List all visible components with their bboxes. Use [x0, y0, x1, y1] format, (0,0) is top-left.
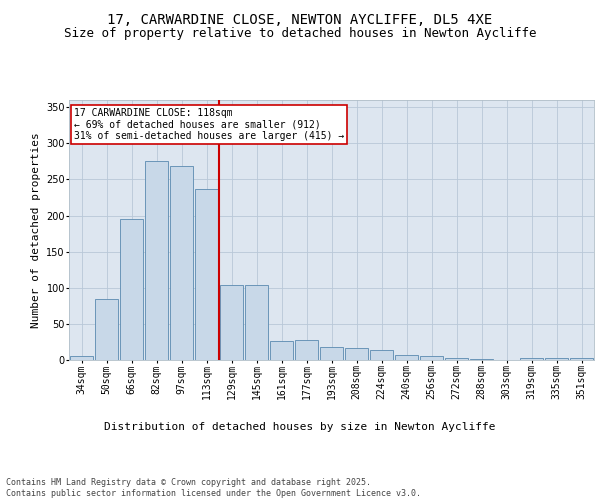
Bar [569, 358, 593, 360]
Bar [145, 160, 169, 360]
Bar [344, 348, 368, 360]
Bar [269, 340, 293, 360]
Text: Distribution of detached houses by size in Newton Aycliffe: Distribution of detached houses by size … [104, 422, 496, 432]
Bar [220, 285, 244, 360]
Bar [245, 285, 268, 360]
Bar [320, 347, 343, 360]
Bar [70, 356, 94, 360]
Text: Size of property relative to detached houses in Newton Aycliffe: Size of property relative to detached ho… [64, 28, 536, 40]
Text: 17, CARWARDINE CLOSE, NEWTON AYCLIFFE, DL5 4XE: 17, CARWARDINE CLOSE, NEWTON AYCLIFFE, D… [107, 12, 493, 26]
Bar [395, 355, 418, 360]
Text: 17 CARWARDINE CLOSE: 118sqm
← 69% of detached houses are smaller (912)
31% of se: 17 CARWARDINE CLOSE: 118sqm ← 69% of det… [74, 108, 344, 141]
Bar [419, 356, 443, 360]
Text: Contains HM Land Registry data © Crown copyright and database right 2025.
Contai: Contains HM Land Registry data © Crown c… [6, 478, 421, 498]
Bar [95, 298, 118, 360]
Bar [370, 350, 394, 360]
Bar [445, 358, 469, 360]
Bar [545, 358, 568, 360]
Bar [119, 219, 143, 360]
Bar [170, 166, 193, 360]
Bar [520, 358, 544, 360]
Bar [295, 340, 319, 360]
Bar [194, 189, 218, 360]
Y-axis label: Number of detached properties: Number of detached properties [31, 132, 41, 328]
